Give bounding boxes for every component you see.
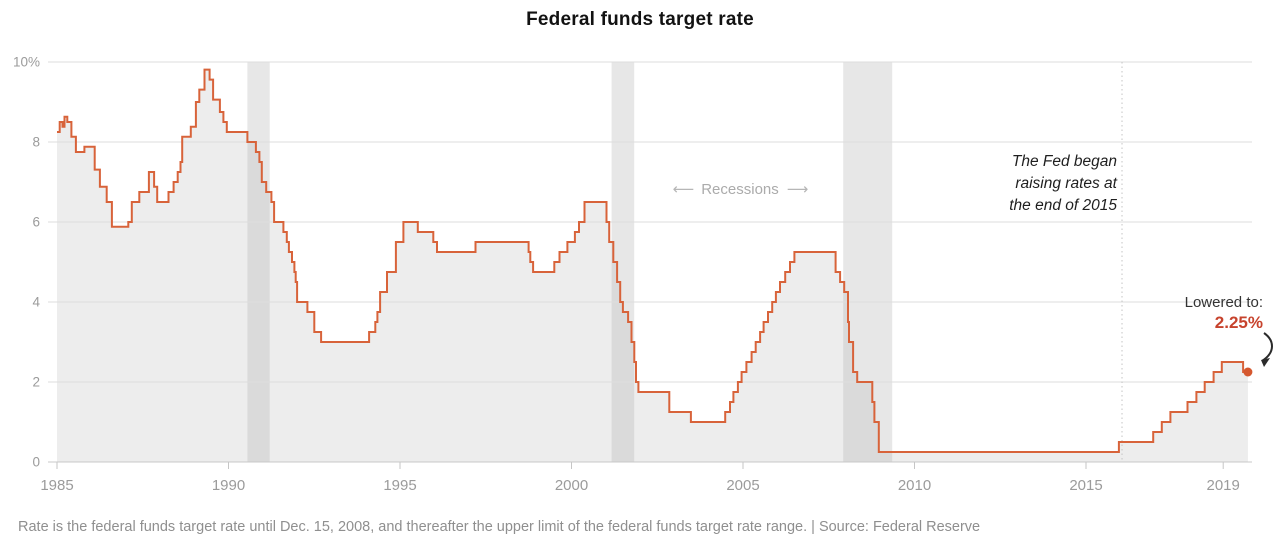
lowered-to-label: Lowered to: [1184,294,1263,311]
x-axis-label: 1985 [40,477,73,494]
chart-title: Federal funds target rate [526,9,754,30]
fed-raising-rates-annotation: The Fed began raising rates at the end o… [1009,151,1117,217]
y-axis-label: 6 [32,215,40,230]
left-arrow-icon: ⟵ [672,181,694,198]
x-axis-label: 2005 [726,477,759,494]
curved-pointer-arrow-icon [1261,332,1273,367]
x-axis-label: 2019 [1207,477,1240,494]
recession-band [611,62,635,462]
y-axis-label: 10% [13,55,40,70]
y-axis-label: 8 [32,135,40,150]
x-axis-label: 2010 [898,477,931,494]
lowered-to-annotation: Lowered to: 2.25% [1185,293,1263,334]
x-axis-label: 1990 [212,477,245,494]
recession-band [247,62,270,462]
rate-area-fill [57,69,1248,462]
fed-note-line: raising rates at [1015,175,1117,192]
x-axis-label: 2015 [1069,477,1102,494]
chart-footnote-source: Rate is the federal funds target rate un… [18,519,981,535]
y-axis-label: 4 [32,295,40,310]
y-axis-label: 0 [32,455,40,470]
y-axis-label: 2 [32,375,40,390]
right-arrow-icon: ⟶ [786,181,808,198]
rate-step-line [57,68,1248,453]
recessions-annotation: ⟵ Recessions ⟶ [648,180,832,199]
fed-note-line: the end of 2015 [1009,197,1117,214]
current-rate-dot [1243,367,1253,377]
x-axis-label: 2000 [555,477,588,494]
x-axis-label: 1995 [383,477,416,494]
recession-band [843,62,893,462]
recessions-label: Recessions [701,180,779,198]
lowered-to-value: 2.25% [1214,313,1263,332]
fed-note-line: The Fed began [1011,153,1117,170]
